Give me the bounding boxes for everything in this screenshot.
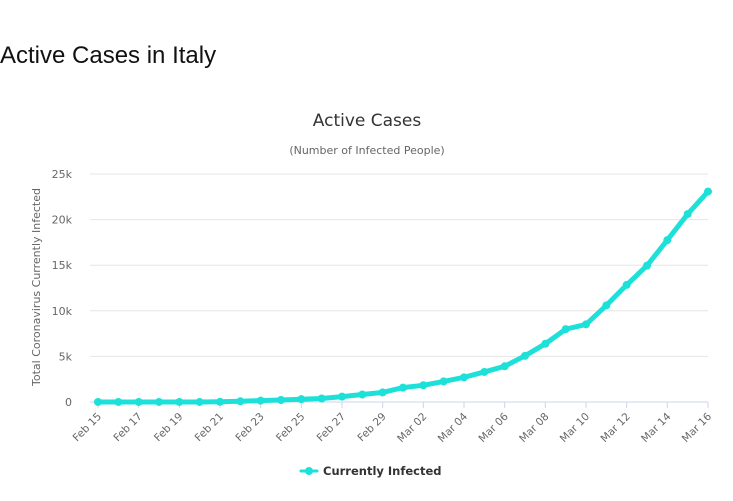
y-axis-label: Total Coronavirus Currently Infected	[30, 188, 43, 387]
y-tick-label: 25k	[52, 168, 73, 181]
data-point[interactable]	[541, 339, 550, 348]
x-tick-label: Mar 04	[436, 410, 471, 445]
x-tick-label: Feb 15	[71, 411, 104, 444]
data-point[interactable]	[582, 320, 590, 329]
data-point[interactable]	[683, 210, 692, 219]
x-tick-label: Feb 17	[111, 411, 144, 444]
x-tick-label: Feb 27	[315, 411, 348, 444]
data-point[interactable]	[94, 397, 102, 406]
x-tick-label: Mar 06	[476, 410, 511, 445]
y-tick-label: 15k	[52, 259, 73, 272]
series-currently-infected	[94, 187, 712, 406]
x-tick-label: Mar 16	[680, 410, 715, 445]
data-point[interactable]	[338, 392, 346, 401]
x-axis-ticks: Feb 15 Feb 17 Feb 19 Feb 21 Feb 23 Feb 25 Feb …	[71, 402, 715, 445]
data-point[interactable]	[663, 236, 672, 245]
legend-marker-swatch	[305, 467, 313, 475]
data-point[interactable]	[419, 381, 428, 390]
x-tick-label: Mar 02	[395, 411, 429, 445]
data-point[interactable]	[114, 397, 123, 406]
x-tick-label: Mar 08	[517, 411, 551, 445]
x-tick-label: Mar 12	[598, 411, 632, 445]
data-point[interactable]	[378, 388, 387, 397]
data-point[interactable]	[216, 397, 224, 406]
y-axis-ticks: 0 5k 10k 15k 20k 25k	[52, 168, 73, 409]
data-point[interactable]	[175, 397, 184, 406]
data-point[interactable]	[134, 397, 143, 406]
data-point[interactable]	[460, 373, 468, 382]
data-point[interactable]	[297, 395, 306, 404]
x-tick-label: Feb 25	[274, 411, 307, 444]
x-tick-label: Mar 10	[558, 411, 592, 445]
x-tick-label: Feb 21	[193, 411, 226, 444]
chart-title: Active Cases	[313, 111, 422, 131]
data-point[interactable]	[439, 377, 448, 386]
page-heading: Active Cases in Italy	[0, 42, 217, 69]
data-point[interactable]	[317, 394, 326, 403]
y-tick-label: 20k	[52, 214, 73, 227]
x-tick-label: Feb 23	[233, 411, 266, 444]
data-point[interactable]	[358, 390, 367, 399]
data-point[interactable]	[521, 351, 529, 360]
y-tick-label: 5k	[59, 350, 73, 363]
data-point[interactable]	[622, 280, 631, 289]
y-tick-label: 0	[65, 396, 72, 409]
data-point[interactable]	[236, 397, 245, 406]
x-tick-label: Feb 29	[355, 411, 388, 444]
data-point[interactable]	[561, 325, 570, 334]
data-point[interactable]	[399, 383, 407, 392]
y-tick-label: 10k	[52, 305, 73, 318]
x-tick-label: Feb 19	[152, 411, 185, 444]
chart-subtitle: (Number of Infected People)	[289, 144, 444, 157]
grid-lines	[90, 173, 708, 403]
x-tick-label: Mar 14	[639, 410, 674, 445]
data-point[interactable]	[704, 187, 712, 196]
data-point[interactable]	[155, 397, 163, 406]
data-point[interactable]	[256, 396, 265, 405]
data-point[interactable]	[195, 397, 204, 406]
data-point[interactable]	[500, 362, 509, 371]
data-point[interactable]	[643, 261, 651, 270]
series-line-currently-infected	[95, 189, 711, 405]
data-point[interactable]	[277, 395, 285, 404]
legend-label: Currently Infected	[323, 464, 442, 478]
data-point[interactable]	[480, 367, 489, 376]
legend[interactable]: Currently Infected	[299, 464, 442, 478]
data-point[interactable]	[602, 301, 611, 310]
